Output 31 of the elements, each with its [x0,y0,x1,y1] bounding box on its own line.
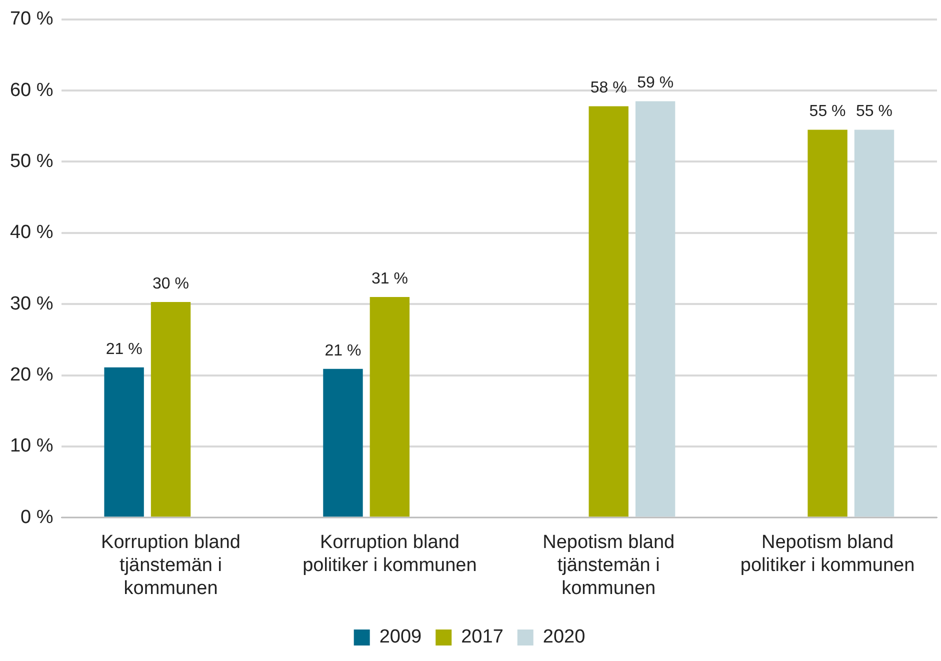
x-tick-label: Korruption bland politiker i kommunen [302,532,477,576]
x-tick-label: Nepotism bland politiker i kommunen [740,532,915,576]
bar [588,106,628,517]
data-label: 21 % [324,342,362,360]
bar [808,130,848,517]
bar [370,296,410,517]
y-tick-label: 20 % [10,364,54,386]
bar [635,101,676,517]
bar [104,367,144,517]
y-tick-label: 50 % [10,150,54,172]
y-tick-label: 10 % [10,436,54,457]
data-label: 30 % [152,275,190,292]
bar [323,368,363,517]
y-tick-label: 60 % [10,80,54,101]
x-tick-label: Korruption bland tjänstemän i kommunen [101,532,240,599]
data-label: 31 % [371,270,408,288]
bar [150,302,191,517]
legend-label: 2020 [542,626,586,648]
data-label: 59 % [637,74,674,92]
y-tick-label: 70 % [10,8,54,30]
bar [854,130,894,517]
x-tick-label: Nepotism bland tjänstemän i kommunen [542,532,675,599]
data-label: 21 % [106,340,142,358]
legend-label: 2009 [379,626,422,648]
legend-label: 2017 [461,626,504,648]
data-label: 55 % [856,103,892,120]
data-label: 58 % [590,80,627,97]
data-label: 55 % [809,103,846,120]
y-tick-label: 40 % [10,222,54,244]
y-tick-label: 0 % [20,506,54,528]
y-tick-label: 30 % [10,293,54,314]
